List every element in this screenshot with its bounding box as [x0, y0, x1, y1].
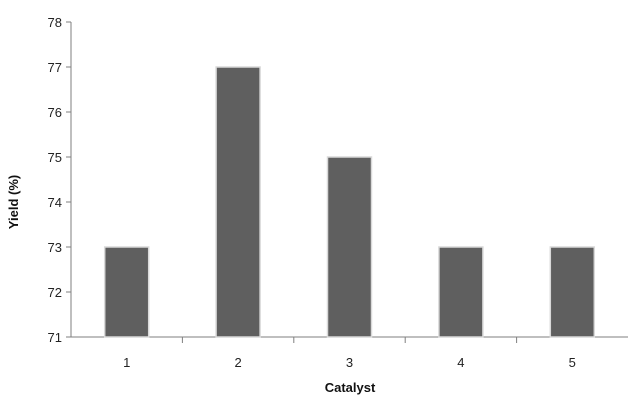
y-tick-label: 71 [48, 330, 62, 345]
x-tick-label: 2 [234, 355, 241, 370]
x-axis: 1 2 3 4 5 [71, 336, 628, 370]
bars [103, 66, 596, 338]
x-tick-label: 5 [569, 355, 576, 370]
y-tick-label: 73 [48, 240, 62, 255]
x-tick-label: 1 [123, 355, 130, 370]
x-tick-label: 4 [457, 355, 464, 370]
y-axis: 71 72 73 74 75 76 77 78 [48, 15, 72, 345]
y-axis-title: Yield (%) [6, 175, 21, 229]
y-tick-label: 76 [48, 105, 62, 120]
x-axis-title: Catalyst [325, 380, 376, 395]
bar-catalyst-3 [326, 156, 373, 338]
y-tick-label: 74 [48, 195, 62, 210]
y-tick-label: 78 [48, 15, 62, 30]
y-tick-label: 77 [48, 60, 62, 75]
bar-catalyst-4 [438, 246, 484, 338]
bar-catalyst-2 [215, 66, 261, 338]
y-tick-label: 72 [48, 285, 62, 300]
bar-catalyst-5 [549, 246, 596, 338]
y-tick-label: 75 [48, 150, 62, 165]
x-tick-label: 3 [346, 355, 353, 370]
bar-catalyst-1 [103, 246, 150, 338]
